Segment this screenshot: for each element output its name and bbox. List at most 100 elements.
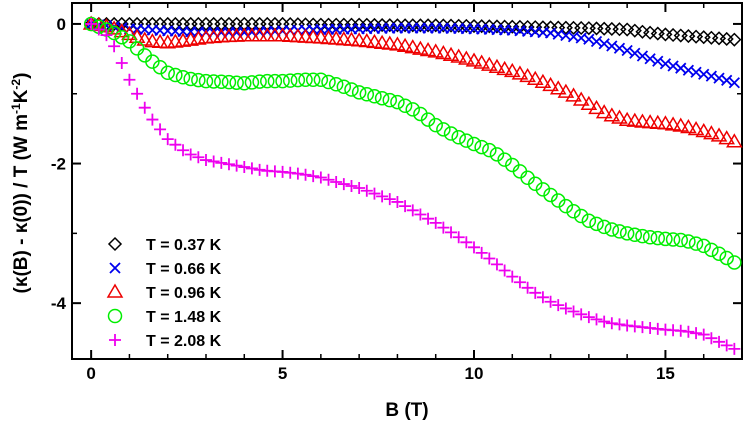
data-point xyxy=(582,311,595,324)
data-point xyxy=(550,193,566,208)
data-point xyxy=(404,39,422,54)
data-point xyxy=(230,159,243,172)
data-point xyxy=(92,23,105,36)
data-point xyxy=(406,204,419,217)
data-point xyxy=(412,40,429,55)
data-point xyxy=(290,72,306,88)
data-point xyxy=(382,92,398,108)
data-point xyxy=(85,17,98,30)
data-point xyxy=(297,28,314,43)
data-point xyxy=(83,16,99,32)
data-point xyxy=(659,58,672,70)
data-point xyxy=(336,79,352,95)
data-point xyxy=(598,38,610,50)
data-point xyxy=(498,264,511,277)
data-point xyxy=(652,55,664,67)
data-point xyxy=(567,305,580,318)
data-point xyxy=(114,29,130,45)
data-point xyxy=(345,180,358,193)
data-point xyxy=(557,83,575,98)
data-point xyxy=(682,64,695,76)
data-point xyxy=(215,156,228,169)
data-point xyxy=(657,115,674,130)
data-point xyxy=(721,74,733,86)
data-point xyxy=(688,236,704,251)
data-point xyxy=(489,147,505,162)
data-point xyxy=(673,28,688,43)
data-point xyxy=(427,43,445,58)
data-point xyxy=(137,16,152,32)
data-point xyxy=(552,299,565,312)
x-tick-label: 15 xyxy=(656,364,675,383)
data-point xyxy=(542,76,559,92)
data-point xyxy=(245,162,258,175)
data-point xyxy=(161,133,174,146)
legend-symbol xyxy=(109,262,121,274)
data-point xyxy=(618,111,636,127)
legend-symbol xyxy=(109,334,121,346)
data-point xyxy=(675,62,687,74)
data-point xyxy=(611,109,628,124)
data-point xyxy=(229,75,244,90)
data-point xyxy=(726,133,743,148)
data-point xyxy=(604,21,619,37)
data-point xyxy=(490,258,503,271)
data-point xyxy=(710,127,728,142)
data-point xyxy=(383,193,396,206)
y-axis-title-exp1: -1 xyxy=(9,103,23,114)
y-axis-title-exp2: -2 xyxy=(9,79,23,90)
data-point xyxy=(238,161,251,174)
data-point xyxy=(711,246,727,261)
data-point xyxy=(428,117,443,133)
data-point xyxy=(337,178,350,191)
y-axis-title-unit2: K xyxy=(11,89,32,103)
data-point xyxy=(513,276,526,289)
data-point xyxy=(368,187,381,200)
data-point xyxy=(183,71,198,87)
data-point xyxy=(414,208,427,221)
data-point xyxy=(503,62,521,78)
x-axis-title: B (T) xyxy=(385,400,428,421)
data-point xyxy=(681,29,696,44)
series-4 xyxy=(83,16,742,270)
data-point xyxy=(666,27,681,43)
data-point xyxy=(544,295,557,308)
data-point xyxy=(650,230,666,246)
data-point xyxy=(475,246,488,259)
data-point xyxy=(313,72,329,88)
data-point xyxy=(720,339,733,352)
data-point xyxy=(237,76,252,91)
data-point xyxy=(221,74,237,90)
data-point xyxy=(629,47,641,59)
data-point xyxy=(206,74,221,89)
data-point xyxy=(603,107,621,122)
data-point xyxy=(680,119,697,134)
legend-label: T = 0.66 K xyxy=(146,261,222,278)
data-point xyxy=(590,313,603,326)
data-point xyxy=(619,226,635,241)
data-point xyxy=(626,112,644,127)
data-point xyxy=(664,116,682,131)
data-point xyxy=(482,142,497,158)
data-point xyxy=(299,168,312,181)
data-point xyxy=(621,44,633,57)
data-point xyxy=(674,324,687,337)
data-point xyxy=(389,36,406,51)
data-point xyxy=(468,241,480,254)
series-5 xyxy=(85,17,741,355)
data-point xyxy=(390,94,405,110)
data-point xyxy=(146,113,159,126)
data-point xyxy=(307,170,320,183)
data-point xyxy=(549,80,567,95)
data-point xyxy=(526,70,544,85)
data-point xyxy=(536,291,549,304)
data-point xyxy=(595,104,613,119)
data-point xyxy=(207,155,220,168)
data-point xyxy=(687,120,705,136)
data-point xyxy=(435,45,452,60)
data-point xyxy=(452,231,465,244)
legend-symbol xyxy=(107,308,123,324)
data-point xyxy=(328,77,344,92)
y-axis-title: (κ(B) - κ(0)) / T (W m-1K-2) xyxy=(9,73,32,294)
data-point xyxy=(138,101,151,114)
